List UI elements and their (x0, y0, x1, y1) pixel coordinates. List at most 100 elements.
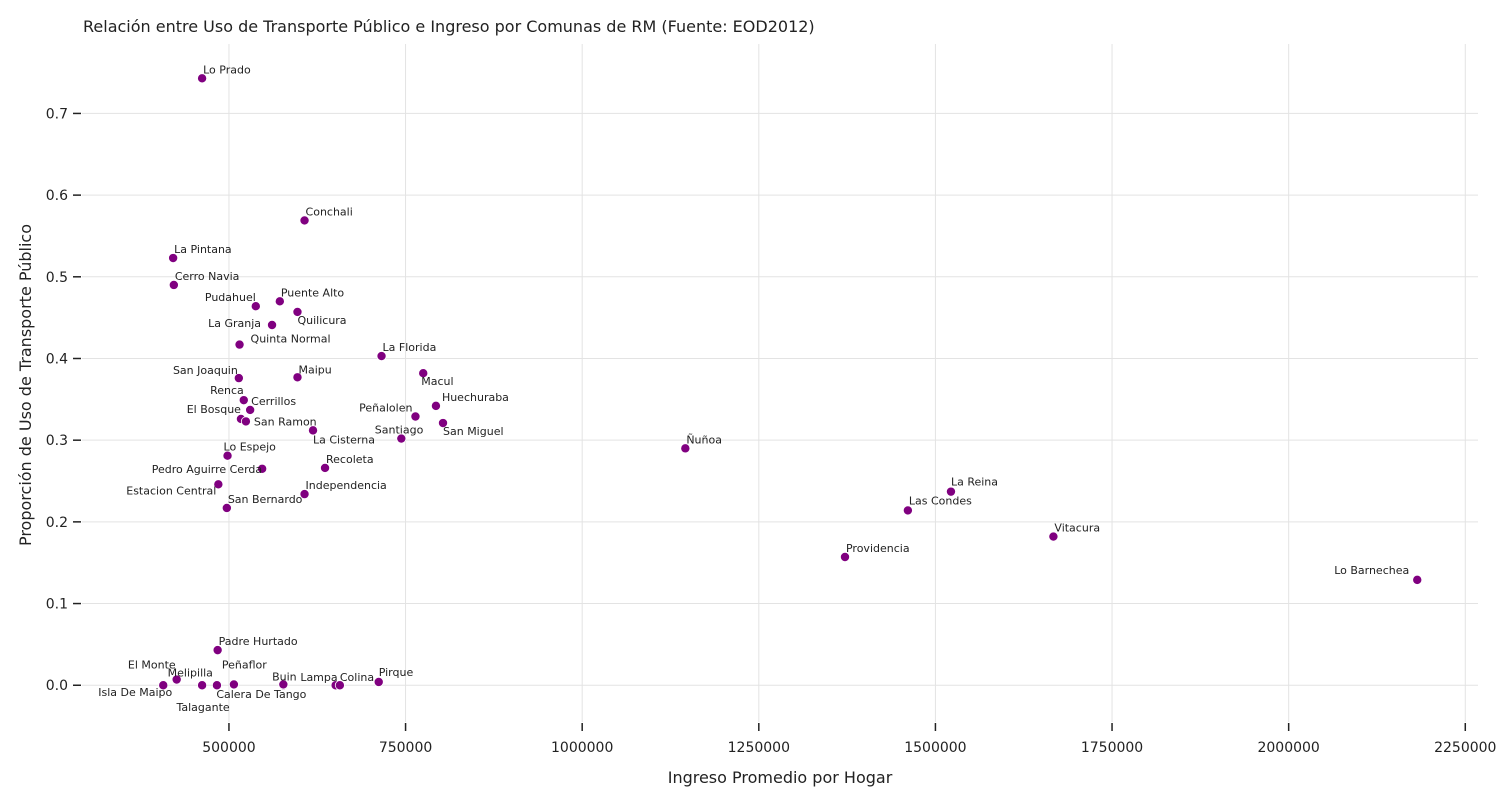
point-label: Lo Espejo (224, 441, 277, 454)
point-label: Buin (272, 670, 297, 683)
data-point (234, 339, 245, 350)
point-label: Peñalolen (359, 401, 412, 414)
point-label: Melipilla (168, 667, 213, 680)
point-label: San Miguel (443, 425, 504, 438)
data-point (233, 373, 244, 384)
data-point (213, 479, 224, 490)
data-point (197, 680, 208, 691)
y-tick-label: 0.6 (46, 188, 68, 204)
data-point (299, 489, 310, 500)
data-point (945, 486, 956, 497)
point-label: Huechuraba (442, 391, 509, 404)
point-label: Las Condes (909, 494, 972, 507)
point-label: Pudahuel (205, 291, 256, 304)
data-point (245, 404, 256, 415)
data-point (238, 395, 249, 406)
y-axis-ticks: 0.0 0.1 0.2 0.3 0.4 0.5 0.6 0.7 (46, 106, 81, 694)
point-label: El Bosque (187, 403, 241, 416)
data-point (334, 680, 345, 691)
data-point (373, 676, 384, 687)
data-point (299, 215, 310, 226)
data-points (158, 73, 1423, 691)
data-point (438, 418, 449, 429)
data-point (680, 443, 691, 454)
x-tick-label: 1500000 (904, 740, 966, 756)
data-point (418, 368, 429, 379)
point-label: San Ramon (254, 415, 317, 428)
point-label: Maipu (298, 363, 331, 376)
x-axis-ticks: 500000 750000 1000000 1250000 1500000 1750000… (202, 723, 1496, 756)
point-label: La Reina (951, 476, 998, 489)
point-label: Isla De Maipo (98, 686, 172, 699)
data-point (292, 306, 303, 317)
point-label: Ñuñoa (686, 433, 722, 446)
data-point (250, 301, 261, 312)
y-tick-label: 0.1 (46, 597, 68, 613)
point-label: San Bernardo (228, 493, 303, 506)
grid-lines (82, 44, 1478, 722)
point-label: Vitacura (1054, 522, 1100, 535)
data-point (168, 279, 179, 290)
data-point (902, 505, 913, 516)
x-tick-label: 1000000 (551, 740, 613, 756)
data-point (1412, 574, 1423, 585)
point-label: Lo Prado (203, 63, 251, 76)
point-label: Peñaflor (222, 658, 267, 671)
point-label: La Cisterna (313, 433, 375, 446)
data-point (274, 296, 285, 307)
data-point (240, 416, 251, 427)
point-labels: Lo Prado Conchali La Pintana Cerro Navia Pue… (98, 63, 1409, 714)
point-label: Quinta Normal (251, 333, 331, 346)
x-tick-label: 1750000 (1081, 740, 1143, 756)
point-label: Lo Barnechea (1334, 564, 1409, 577)
data-point (197, 73, 208, 84)
point-label: Talagante (175, 701, 229, 714)
y-tick-label: 0.3 (46, 433, 68, 449)
point-label: Cerrillos (251, 395, 296, 408)
data-point (410, 411, 421, 422)
point-label: Estacion Central (126, 484, 216, 497)
x-tick-label: 750000 (379, 740, 432, 756)
point-label: El Monte (128, 659, 176, 672)
data-point (228, 679, 239, 690)
data-point (267, 320, 278, 331)
point-label: La Florida (383, 341, 437, 354)
x-tick-label: 500000 (202, 740, 255, 756)
data-point (257, 463, 268, 474)
data-point (222, 450, 233, 461)
point-label: Cerro Navia (175, 270, 240, 283)
data-point (278, 679, 289, 690)
data-point (430, 400, 441, 411)
x-tick-label: 2000000 (1257, 740, 1319, 756)
x-tick-label: 1250000 (728, 740, 790, 756)
point-label: Recoleta (326, 453, 374, 466)
point-label: Colina (340, 671, 374, 684)
data-point (320, 462, 331, 473)
point-label: Santiago (375, 424, 424, 437)
point-label: Puente Alto (281, 286, 345, 299)
chart-title: Relación entre Uso de Transporte Público… (83, 17, 815, 36)
x-axis-label: Ingreso Promedio por Hogar (668, 768, 893, 787)
y-tick-label: 0.4 (46, 351, 68, 367)
point-label: Padre Hurtado (219, 635, 298, 648)
point-label: Providencia (846, 542, 910, 555)
data-point (212, 645, 223, 656)
data-point (171, 674, 182, 685)
data-point (158, 680, 169, 691)
data-point (308, 425, 319, 436)
y-tick-label: 0.0 (46, 678, 68, 694)
point-label: Pedro Aguirre Cerda (152, 463, 262, 476)
data-point (211, 680, 222, 691)
point-label: Calera De Tango (216, 688, 306, 701)
data-point (839, 551, 850, 562)
y-tick-label: 0.5 (46, 270, 68, 286)
data-point (221, 502, 232, 513)
point-label: Lampa (300, 671, 337, 684)
point-label: La Pintana (174, 243, 232, 256)
point-label: San Joaquin (173, 364, 238, 377)
y-tick-label: 0.7 (46, 106, 68, 122)
point-label: Quilicura (297, 314, 346, 327)
data-point (376, 351, 387, 362)
point-label: La Granja (208, 317, 261, 330)
